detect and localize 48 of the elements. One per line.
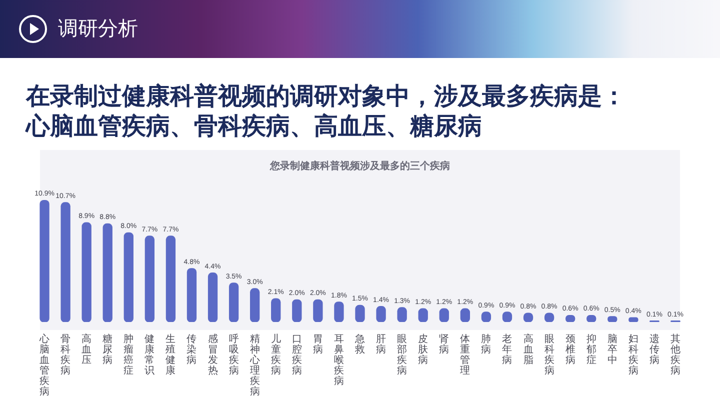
bar: [40, 200, 50, 322]
chart-subtitle: 您录制健康科普视频涉及最多的三个疾病: [269, 160, 450, 172]
x-tick-label: 急救: [354, 333, 365, 356]
x-tick-label: 体重管理: [460, 333, 470, 376]
x-tick-label: 生殖健康: [166, 333, 176, 376]
bar: [313, 299, 323, 322]
x-tick-label: 眼部疾病: [397, 334, 408, 376]
x-tick-label: 其他疾病: [670, 333, 680, 376]
bar: [144, 236, 155, 322]
x-tick-label: 骨科疾病: [60, 334, 71, 376]
x-tick-label: 高血脂: [523, 333, 534, 366]
x-tick-label: 糖尿病: [102, 333, 113, 366]
bar: [82, 222, 92, 322]
bar: [208, 272, 218, 322]
bar: [186, 268, 197, 322]
x-tick-label: 老年病: [502, 333, 512, 366]
bar: [124, 232, 134, 322]
x-tick-label: 口腔疾病: [292, 334, 302, 376]
x-tick-label: 抑郁症: [586, 333, 596, 366]
x-tick-label: 精神心理疾病: [248, 333, 260, 398]
x-tick-label: 高血压: [82, 333, 92, 366]
x-tick-label: 肾病: [439, 333, 450, 356]
x-tick-label: 呼吸疾病: [228, 333, 239, 376]
x-tick-label: 皮肤病: [418, 333, 428, 366]
text: 调研分析: [58, 17, 138, 42]
bar: [166, 236, 176, 322]
bar: [250, 288, 260, 322]
x-tick-label: 肺病: [481, 333, 492, 356]
x-tick-label: 健康常识: [144, 334, 155, 376]
x-tick-label: 肝病: [376, 334, 386, 356]
x-tick-label: 肿瘤癌症: [124, 333, 134, 376]
bar: [60, 202, 70, 322]
x-tick-label: 妇科疾病: [628, 334, 638, 376]
x-tick-label: 感冒发热: [208, 333, 218, 376]
x-tick-label: 传染病: [186, 334, 197, 366]
x-tick-label: 遗传病: [649, 333, 660, 366]
bar: [292, 299, 302, 322]
bar: [102, 223, 112, 322]
x-tick-label: 脑卒中: [607, 333, 618, 366]
x-tick-label: 心脑血管疾病: [38, 333, 50, 398]
x-tick-label: 胃病: [312, 334, 323, 356]
x-tick-label: 儿童疾病: [270, 333, 281, 376]
x-tick-label: 眼科疾病: [544, 334, 554, 376]
x-tick-label: 耳鼻喉疾病: [334, 334, 344, 387]
bar: [271, 298, 281, 322]
x-tick-label: 颈椎病: [565, 334, 576, 366]
chart-title: 在录制过健康科普视频的调研对象中，涉及最多疾病是：心脑血管疾病、骨科疾病、高血压、糖尿病: [26, 82, 626, 142]
bar: [228, 282, 239, 322]
